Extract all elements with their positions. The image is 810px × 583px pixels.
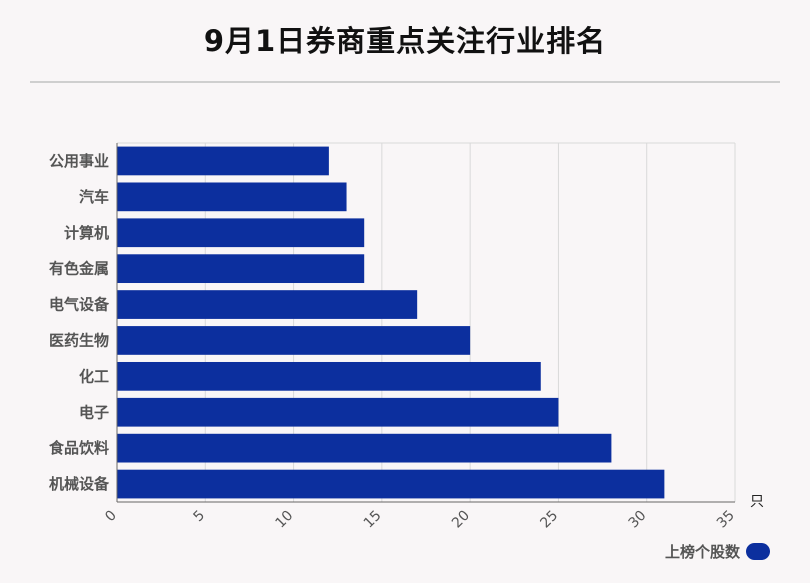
x-tick-label: 20: [449, 508, 473, 532]
legend[interactable]: 上榜个股数: [665, 540, 770, 562]
category-label: 电气设备: [49, 296, 110, 314]
chart-title: 9月1日券商重点关注行业排名: [203, 24, 607, 58]
category-label: 计算机: [64, 224, 109, 242]
category-label: 化工: [79, 367, 109, 385]
x-tick-label: 25: [537, 508, 561, 532]
category-label: 公用事业: [49, 152, 109, 170]
category-label: 食品饮料: [49, 439, 109, 457]
bar: [117, 290, 418, 319]
x-tick-label: 15: [361, 508, 385, 532]
x-tick-label: 5: [190, 508, 208, 526]
bar: [117, 469, 665, 499]
category-label: 有色金属: [49, 260, 109, 278]
category-label: 机械设备: [49, 475, 110, 493]
category-label: 汽车: [79, 188, 109, 206]
bar: [117, 361, 541, 391]
x-tick-label: 0: [102, 508, 120, 526]
legend-label: 上榜个股数: [664, 542, 740, 561]
legend-swatch: [746, 542, 770, 560]
bar: [117, 182, 347, 212]
category-label: 电子: [79, 403, 109, 421]
bar: [117, 254, 365, 284]
bar: [117, 433, 612, 463]
title-divider: [30, 81, 780, 83]
x-tick-label: 10: [272, 508, 296, 532]
bar: [117, 397, 559, 427]
x-unit-label: 只: [750, 494, 764, 510]
category-label: 医药生物: [49, 331, 109, 349]
bar: [117, 146, 329, 176]
bar: [117, 326, 471, 355]
x-tick-label: 35: [714, 508, 738, 532]
x-tick-label: 30: [626, 508, 650, 532]
bar: [117, 218, 365, 248]
